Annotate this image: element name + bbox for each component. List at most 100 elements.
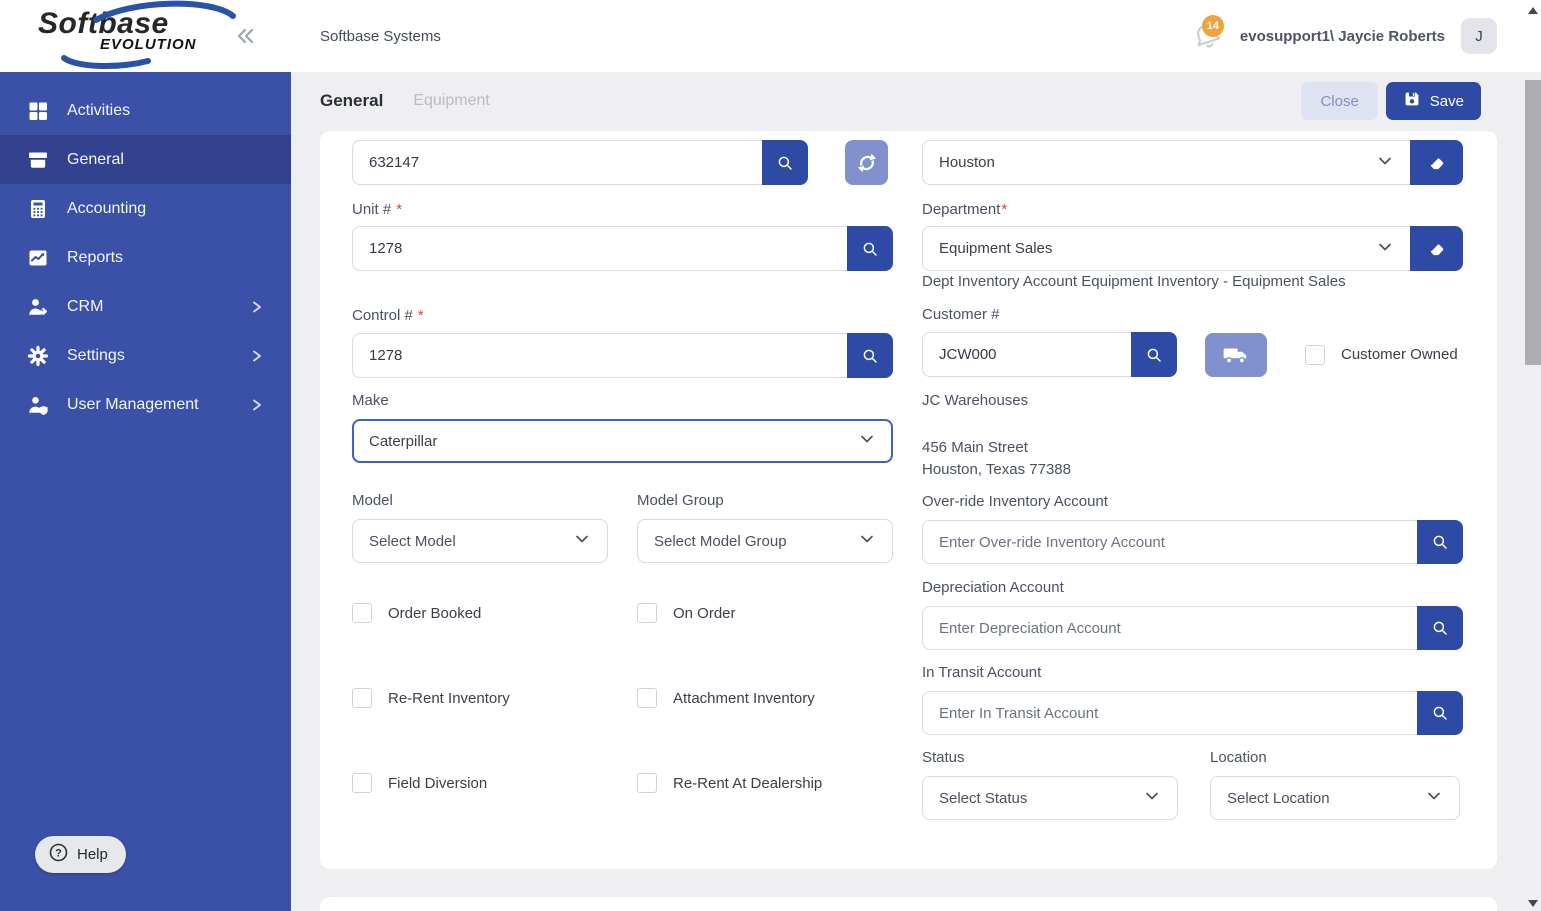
unit-number-label: Unit # * bbox=[352, 201, 403, 218]
search-icon bbox=[778, 156, 792, 170]
unit-number-search-button[interactable] bbox=[847, 226, 893, 271]
tab-bar: General Equipment Close Save bbox=[291, 72, 1525, 130]
sidebar-item-label: Settings bbox=[67, 346, 125, 364]
on-order-checkbox[interactable] bbox=[637, 603, 657, 623]
header-title: Softbase Systems bbox=[320, 27, 441, 45]
address-line-1: 456 Main Street bbox=[922, 439, 1028, 456]
header-right: 14 evosupport1\ Jaycie Roberts J bbox=[1190, 0, 1497, 72]
scroll-down-arrow-icon[interactable] bbox=[1528, 900, 1538, 907]
stock-number-input[interactable] bbox=[352, 140, 762, 185]
control-number-group bbox=[352, 333, 893, 378]
avatar[interactable]: J bbox=[1461, 18, 1497, 54]
search-icon bbox=[1433, 621, 1447, 635]
order-booked-option: Order Booked bbox=[352, 603, 637, 623]
required-asterisk: * bbox=[417, 307, 424, 324]
scrollbar-thumb[interactable] bbox=[1525, 80, 1541, 365]
sidebar-item-user-management[interactable]: User Management bbox=[0, 380, 291, 429]
checkbox-label: Re-Rent At Dealership bbox=[673, 774, 823, 792]
equipment-form-card: Unit #* Control #* Make Caterpillar bbox=[320, 131, 1497, 869]
depreciation-search-button[interactable] bbox=[1417, 606, 1463, 650]
department-clear-button[interactable] bbox=[1410, 226, 1463, 271]
vertical-scrollbar[interactable] bbox=[1525, 0, 1541, 911]
archive-box-icon bbox=[27, 149, 49, 171]
save-button[interactable]: Save bbox=[1385, 82, 1481, 120]
department-select[interactable]: Equipment Sales bbox=[922, 226, 1410, 271]
form-right-column: Houston Department* Equipment Sales Dept… bbox=[922, 131, 1463, 820]
save-label: Save bbox=[1429, 92, 1464, 110]
person-shield-icon bbox=[27, 394, 49, 416]
override-inventory-search-button[interactable] bbox=[1417, 520, 1463, 564]
customer-owned-label: Customer Owned bbox=[1341, 346, 1458, 363]
override-inventory-account-input[interactable] bbox=[922, 520, 1417, 564]
control-number-input[interactable] bbox=[352, 333, 847, 378]
depreciation-account-label: Depreciation Account bbox=[922, 579, 1064, 596]
sidebar-item-label: Reports bbox=[67, 248, 124, 266]
depreciation-account-group bbox=[922, 606, 1463, 650]
sidebar-item-crm[interactable]: CRM bbox=[0, 282, 291, 331]
field-diversion-checkbox[interactable] bbox=[352, 773, 372, 793]
help-label: Help bbox=[77, 846, 108, 863]
model-select[interactable]: Select Model bbox=[352, 519, 608, 563]
refresh-button[interactable] bbox=[845, 140, 888, 185]
in-transit-account-group bbox=[922, 691, 1463, 735]
chevron-down-icon bbox=[1376, 238, 1394, 260]
notifications-button[interactable]: 14 bbox=[1190, 15, 1224, 53]
unit-number-input[interactable] bbox=[352, 226, 847, 271]
department-value: Equipment Sales bbox=[939, 240, 1053, 257]
stock-number-search-button[interactable] bbox=[762, 140, 808, 185]
re-rent-at-dealership-checkbox[interactable] bbox=[637, 773, 657, 793]
sidebar-collapse-icon[interactable] bbox=[233, 24, 257, 48]
tab-general[interactable]: General bbox=[320, 91, 384, 110]
model-group-select[interactable]: Select Model Group bbox=[637, 519, 893, 563]
customer-number-label: Customer # bbox=[922, 306, 1000, 323]
status-value: Select Status bbox=[939, 789, 1028, 807]
top-header: Softbase Systems 14 evosupport1\ Jaycie … bbox=[291, 0, 1525, 72]
required-asterisk: * bbox=[1001, 201, 1008, 218]
customer-number-group bbox=[922, 332, 1177, 377]
unit-number-group bbox=[352, 226, 893, 271]
scroll-up-arrow-icon[interactable] bbox=[1528, 7, 1538, 14]
attachment-inventory-checkbox[interactable] bbox=[637, 688, 657, 708]
in-transit-search-button[interactable] bbox=[1417, 691, 1463, 735]
close-button[interactable]: Close bbox=[1301, 82, 1378, 120]
branch-clear-button[interactable] bbox=[1410, 140, 1463, 185]
location-select[interactable]: Select Location bbox=[1210, 776, 1460, 820]
sidebar-item-activities[interactable]: Activities bbox=[0, 86, 291, 135]
sidebar-item-settings[interactable]: Settings bbox=[0, 331, 291, 380]
tab-equipment[interactable]: Equipment bbox=[413, 92, 490, 109]
sidebar-item-label: Accounting bbox=[67, 199, 147, 217]
control-number-search-button[interactable] bbox=[847, 333, 893, 378]
order-booked-checkbox[interactable] bbox=[352, 603, 372, 623]
floppy-icon bbox=[1403, 90, 1421, 112]
sidebar-item-label: General bbox=[67, 150, 124, 168]
chevron-right-icon bbox=[249, 299, 265, 320]
branch-select[interactable]: Houston bbox=[922, 140, 1410, 185]
address-line-2: Houston, Texas 77388 bbox=[922, 461, 1071, 478]
brand-logo: Softbase EVOLUTION bbox=[38, 0, 238, 69]
customer-owned-option: Customer Owned bbox=[1305, 344, 1458, 365]
ship-to-button[interactable] bbox=[1205, 332, 1267, 377]
brand-tagline: EVOLUTION bbox=[100, 36, 197, 53]
in-transit-account-input[interactable] bbox=[922, 691, 1417, 735]
make-select[interactable]: Caterpillar bbox=[352, 419, 893, 463]
sidebar-item-general[interactable]: General bbox=[0, 135, 291, 184]
customer-search-button[interactable] bbox=[1131, 332, 1177, 377]
checkbox-label: Order Booked bbox=[388, 604, 482, 622]
customer-owned-checkbox[interactable] bbox=[1305, 344, 1325, 365]
customer-number-input[interactable] bbox=[922, 332, 1131, 377]
depreciation-account-input[interactable] bbox=[922, 606, 1417, 650]
re-rent-inventory-checkbox[interactable] bbox=[352, 688, 372, 708]
sidebar-item-accounting[interactable]: Accounting bbox=[0, 184, 291, 233]
branch-group: Houston bbox=[922, 140, 1463, 185]
on-order-option: On Order bbox=[637, 603, 736, 623]
help-button[interactable]: ? Help bbox=[35, 836, 126, 873]
search-icon bbox=[1433, 706, 1447, 720]
checkbox-label: Attachment Inventory bbox=[673, 689, 815, 707]
make-value: Caterpillar bbox=[369, 432, 438, 450]
user-name[interactable]: evosupport1\ Jaycie Roberts bbox=[1239, 27, 1445, 45]
checkbox-label: On Order bbox=[673, 604, 736, 622]
status-select[interactable]: Select Status bbox=[922, 776, 1178, 820]
customer-address: 456 Main Street Houston, Texas 77388 bbox=[922, 437, 1463, 481]
sidebar-item-reports[interactable]: Reports bbox=[0, 233, 291, 282]
search-icon bbox=[1147, 348, 1161, 362]
